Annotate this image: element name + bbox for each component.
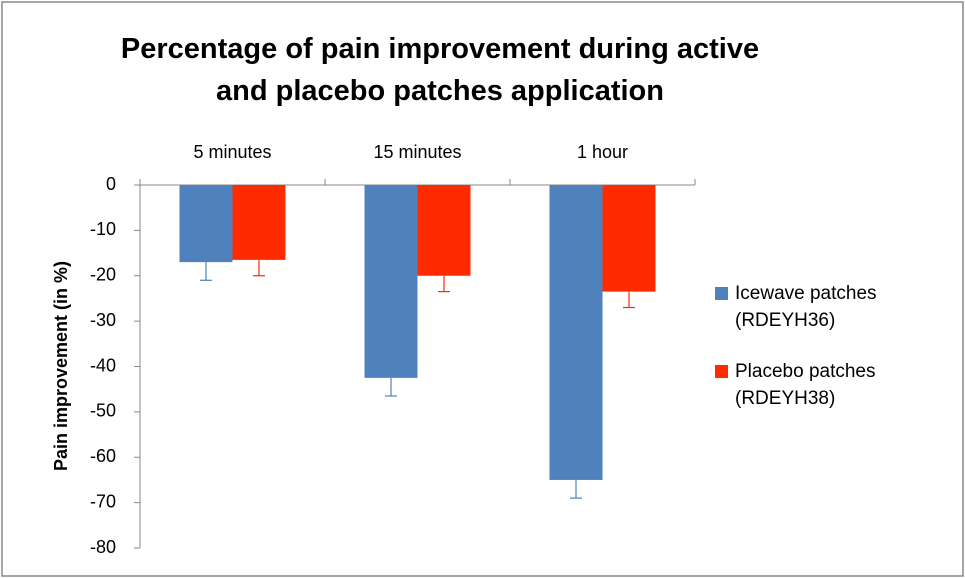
- legend-swatch: [715, 287, 728, 300]
- y-tick-label: -20: [90, 265, 116, 285]
- legend-swatch: [715, 365, 728, 378]
- x-tick-label: 1 hour: [577, 142, 628, 162]
- y-tick-label: -40: [90, 355, 116, 375]
- x-tick-label: 15 minutes: [373, 142, 461, 162]
- y-tick-label: 0: [106, 174, 116, 194]
- legend-item: Placebo patches (RDEYH38): [715, 358, 945, 412]
- y-tick-label: -80: [90, 537, 116, 557]
- bar: [232, 185, 286, 260]
- chart-title: Percentage of pain improvement during ac…: [120, 33, 760, 107]
- y-axis-label: Pain improvement (in %): [51, 261, 71, 471]
- legend-label: Placebo patches (RDEYH38): [735, 361, 876, 409]
- bar: [179, 185, 233, 263]
- bar: [549, 185, 603, 480]
- x-tick-label: 5 minutes: [193, 142, 271, 162]
- bar: [417, 185, 471, 276]
- legend-label: Icewave patches (RDEYH36): [735, 283, 877, 331]
- y-tick-label: -60: [90, 446, 116, 466]
- bar: [602, 185, 656, 292]
- y-tick-label: -70: [90, 491, 116, 511]
- bar: [364, 185, 418, 378]
- y-tick-label: -50: [90, 401, 116, 421]
- y-tick-label: -10: [90, 219, 116, 239]
- y-tick-label: -30: [90, 310, 116, 330]
- legend-item: Icewave patches (RDEYH36): [715, 280, 945, 334]
